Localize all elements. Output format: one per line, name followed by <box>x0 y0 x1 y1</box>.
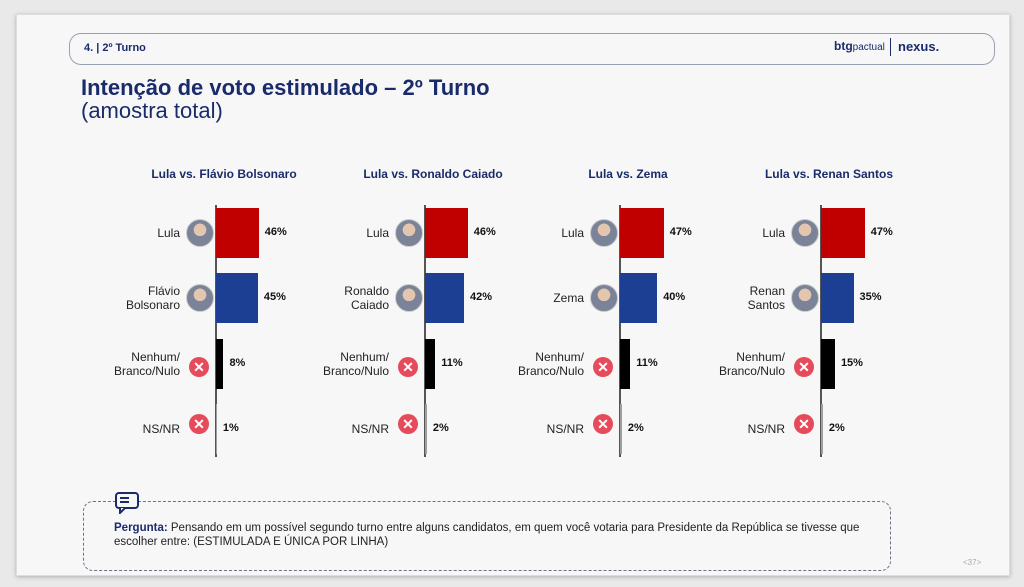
bar <box>216 273 258 323</box>
candidate-photo <box>791 284 819 312</box>
category-label: Nenhum/ Branco/Nulo <box>113 350 180 378</box>
category-label: Lula <box>157 226 180 240</box>
none-icon: ✕ <box>398 414 418 434</box>
none-icon: ✕ <box>794 414 814 434</box>
category-label: NS/NR <box>142 422 180 436</box>
category-label: Nenhum/ Branco/Nulo <box>718 350 785 378</box>
header-bar: 4. | 2º Turno btgpactual nexus. <box>69 33 995 65</box>
bar <box>620 404 622 454</box>
category-label: Lula <box>366 226 389 240</box>
brand-btg-suffix: pactual <box>852 42 885 53</box>
brand-nexus: nexus. <box>898 39 940 54</box>
slide-title: Intenção de voto estimulado – 2º Turno <box>81 75 490 100</box>
bar <box>425 273 465 323</box>
category-label: Nenhum/ Branco/Nulo <box>322 350 389 378</box>
bar <box>620 208 664 258</box>
bar <box>425 208 468 258</box>
candidate-photo <box>395 284 423 312</box>
value-label: 47% <box>870 226 893 238</box>
category-label: Ronaldo Caiado <box>344 284 389 312</box>
axis-line <box>619 205 621 457</box>
bar <box>620 273 658 323</box>
chart-title: Lula vs. Flávio Bolsonaro <box>151 167 297 181</box>
none-icon: ✕ <box>189 414 209 434</box>
bar <box>821 273 854 323</box>
value-label: 47% <box>669 226 692 238</box>
none-icon: ✕ <box>794 357 814 377</box>
brand-btg: btgpactual <box>834 39 885 53</box>
value-label: 2% <box>432 422 449 434</box>
candidate-photo <box>395 219 423 247</box>
value-label: 40% <box>663 291 686 303</box>
value-label: 11% <box>636 357 658 369</box>
bar <box>425 404 427 454</box>
value-label: 45% <box>263 291 286 303</box>
value-label: 8% <box>229 357 246 369</box>
value-label: 1% <box>222 422 239 434</box>
category-label: NS/NR <box>546 422 584 436</box>
category-label: NS/NR <box>351 422 389 436</box>
axis-line <box>424 205 426 457</box>
category-label: Renan Santos <box>747 284 785 312</box>
bar <box>821 339 835 389</box>
candidate-photo <box>186 284 214 312</box>
category-label: Lula <box>561 226 584 240</box>
question-box: Pergunta: Pensando em um possível segund… <box>83 492 891 571</box>
value-label: 2% <box>627 422 644 434</box>
question-icon <box>115 492 139 514</box>
category-label: Nenhum/ Branco/Nulo <box>517 350 584 378</box>
none-icon: ✕ <box>593 357 613 377</box>
none-icon: ✕ <box>398 357 418 377</box>
chart-title: Lula vs. Renan Santos <box>764 167 894 181</box>
none-icon: ✕ <box>189 357 209 377</box>
bar <box>216 208 259 258</box>
bar <box>425 339 436 389</box>
candidate-photo <box>590 219 618 247</box>
bar <box>620 339 631 389</box>
candidate-photo <box>590 284 618 312</box>
bar <box>216 339 224 389</box>
bar <box>216 404 217 454</box>
section-label: 4. | 2º Turno <box>84 42 146 54</box>
bar <box>821 208 865 258</box>
value-label: 46% <box>264 226 287 238</box>
page-number: <37> <box>963 558 982 567</box>
category-label: Zema <box>553 291 584 305</box>
value-label: 15% <box>840 357 863 369</box>
value-label: 11% <box>441 357 463 369</box>
none-icon: ✕ <box>593 414 613 434</box>
value-label: 35% <box>859 291 882 303</box>
bar <box>821 404 823 454</box>
candidate-photo <box>791 219 819 247</box>
chart-title: Lula vs. Ronaldo Caiado <box>363 167 503 181</box>
value-label: 42% <box>470 291 493 303</box>
question-body: Pensando em um possível segundo turno en… <box>114 522 860 548</box>
question-label: Pergunta: <box>114 522 168 534</box>
candidate-photo <box>186 219 214 247</box>
axis-line <box>820 205 822 457</box>
category-label: NS/NR <box>747 422 785 436</box>
brand-divider <box>890 38 891 56</box>
value-label: 46% <box>473 226 496 238</box>
slide: 4. | 2º Turno btgpactual nexus. Intenção… <box>16 14 1010 576</box>
value-label: 2% <box>828 422 845 434</box>
category-label: Flávio Bolsonaro <box>125 284 180 312</box>
question-text: Pergunta: Pensando em um possível segund… <box>114 521 874 549</box>
chart-title: Lula vs. Zema <box>588 167 668 181</box>
category-label: Lula <box>762 226 785 240</box>
brand-btg-name: btg <box>834 39 853 53</box>
axis-line <box>215 205 217 457</box>
slide-subtitle: (amostra total) <box>81 98 223 123</box>
